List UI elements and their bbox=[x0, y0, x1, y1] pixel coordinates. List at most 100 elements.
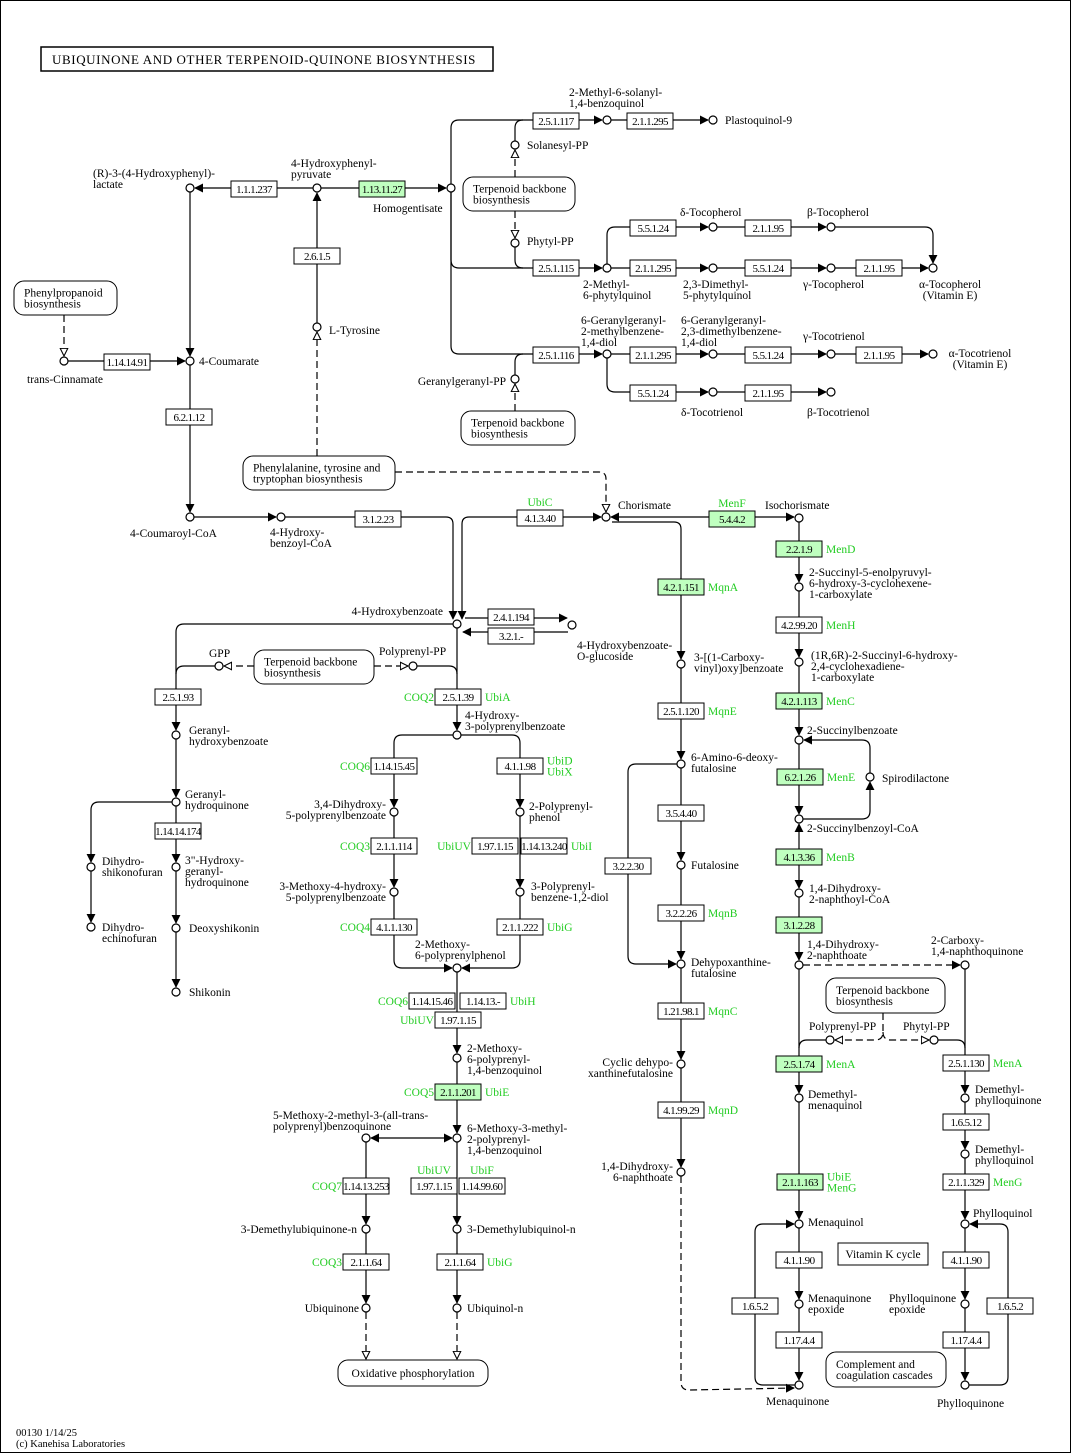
enzyme-1.14.99.60[interactable]: 1.14.99.60 UbiF bbox=[458, 1165, 506, 1195]
enzyme-box[interactable] bbox=[942, 1113, 990, 1131]
compound-cin[interactable]: trans-Cinnamate bbox=[27, 356, 103, 386]
enzyme-box[interactable] bbox=[657, 578, 705, 596]
enzyme-1.17.4.4[interactable]: 1.17.4.4 bbox=[775, 1331, 823, 1349]
enzyme-1.97.1.15[interactable]: 1.97.1.15 UbiUV bbox=[410, 1165, 458, 1195]
compound-mql[interactable]: Menaquinol bbox=[794, 1217, 864, 1229]
compound-node[interactable] bbox=[794, 1380, 804, 1390]
compound-node[interactable] bbox=[929, 1035, 939, 1045]
compound-dhna6[interactable]: 1,4-Dihydroxy-6-naphthoate bbox=[601, 1161, 686, 1184]
enzyme-box[interactable] bbox=[775, 692, 823, 710]
enzyme-4.1.3.36[interactable]: 4.1.3.36 MenB bbox=[775, 848, 855, 866]
enzyme-box[interactable] bbox=[775, 616, 823, 634]
enzyme-4.2.99.20[interactable]: 4.2.99.20 MenH bbox=[775, 616, 855, 634]
enzyme-1.14.15.46[interactable]: 1.14.15.46 COQ6 bbox=[378, 992, 456, 1010]
compound-node[interactable] bbox=[452, 963, 462, 973]
enzyme-1.6.5.2[interactable]: 1.6.5.2 bbox=[731, 1297, 779, 1315]
compound-dhsf[interactable]: Dihydro-shikonofuran bbox=[86, 856, 163, 879]
compound-aadf[interactable]: 6-Amino-6-deoxy-futalosine bbox=[676, 752, 778, 775]
compound-node[interactable] bbox=[708, 349, 718, 359]
enzyme-box[interactable] bbox=[434, 688, 482, 706]
enzyme-2.1.1.64[interactable]: 2.1.1.64 COQ3 bbox=[312, 1253, 390, 1271]
compound-ppp[interactable]: Polyprenyl-PP bbox=[379, 646, 446, 671]
enzyme-2.6.1.5[interactable]: 2.6.1.5 bbox=[293, 247, 341, 265]
compound-pq9[interactable]: Plastoquinol-9 bbox=[708, 115, 792, 127]
enzyme-5.5.1.24[interactable]: 5.5.1.24 bbox=[744, 346, 792, 364]
gene-label[interactable]: COQ4 bbox=[340, 922, 370, 934]
compound-dmuq[interactable]: 3-Demethylubiquinone-n bbox=[241, 1224, 371, 1236]
enzyme-2.4.1.194[interactable]: 2.4.1.194 bbox=[487, 608, 535, 626]
enzyme-box[interactable] bbox=[408, 992, 456, 1010]
compound-m6p[interactable]: 2-Methyl-6-phytylquinol bbox=[583, 263, 651, 302]
enzyme-4.1.99.29[interactable]: 4.1.99.29 MqnD bbox=[657, 1101, 738, 1119]
compound-cdhf[interactable]: Cyclic dehypo-xanthinefutalosine bbox=[588, 1057, 686, 1080]
enzyme-2.1.1.95[interactable]: 2.1.1.95 bbox=[744, 384, 792, 402]
compound-node[interactable] bbox=[446, 183, 456, 193]
compound-ggmb[interactable]: 6-Geranylgeranyl-2-methylbenzene-1,4-dio… bbox=[581, 315, 666, 359]
enzyme-2.1.1.295[interactable]: 2.1.1.295 bbox=[626, 112, 674, 130]
compound-cnq[interactable]: 2-Carboxy-1,4-naphthoquinone bbox=[931, 935, 1023, 970]
enzyme-4.1.1.90[interactable]: 4.1.1.90 bbox=[942, 1251, 990, 1269]
enzyme-2.5.1.117[interactable]: 2.5.1.117 bbox=[532, 112, 580, 130]
compound-shk[interactable]: Shikonin bbox=[171, 987, 231, 999]
compound-ppph[interactable]: 2-Polyprenyl-phenol bbox=[515, 801, 593, 824]
enzyme-box[interactable] bbox=[776, 768, 824, 786]
enzyme-box[interactable] bbox=[496, 757, 544, 775]
enzyme-1.17.4.4[interactable]: 1.17.4.4 bbox=[942, 1331, 990, 1349]
compound-node[interactable] bbox=[602, 115, 612, 125]
gene-label[interactable]: MenF bbox=[718, 498, 745, 510]
enzyme-box[interactable] bbox=[629, 384, 677, 402]
compound-chor[interactable]: Chorismate bbox=[601, 500, 671, 522]
enzyme-2.5.1.74[interactable]: 2.5.1.74 MenA bbox=[775, 1055, 856, 1073]
enzyme-2.1.1.295[interactable]: 2.1.1.295 bbox=[629, 346, 677, 364]
enzyme-box[interactable] bbox=[520, 837, 568, 855]
enzyme-box[interactable] bbox=[154, 688, 202, 706]
compound-dmul[interactable]: 3-Demethylubiquinol-n bbox=[452, 1224, 576, 1236]
enzyme-1.6.5.12[interactable]: 1.6.5.12 bbox=[942, 1113, 990, 1131]
enzyme-6.2.1.26[interactable]: 6.2.1.26 MenE bbox=[776, 768, 855, 786]
gene-label[interactable]: MenG bbox=[827, 1183, 856, 1195]
compound-coum[interactable]: 4-Coumarate bbox=[185, 356, 259, 368]
compound-node[interactable] bbox=[171, 987, 181, 997]
compound-node[interactable] bbox=[708, 115, 718, 125]
enzyme-box[interactable] bbox=[293, 247, 341, 265]
enzyme-box[interactable] bbox=[942, 1054, 990, 1072]
compound-node[interactable] bbox=[510, 140, 520, 150]
compound-node[interactable] bbox=[794, 888, 804, 898]
compound-dsk[interactable]: Deoxyshikonin bbox=[171, 923, 260, 935]
compound-node[interactable] bbox=[171, 730, 181, 740]
compound-node[interactable] bbox=[602, 349, 612, 359]
compound-node[interactable] bbox=[601, 512, 611, 522]
gene-label[interactable]: UbiUV bbox=[437, 841, 472, 853]
enzyme-box[interactable] bbox=[370, 837, 418, 855]
compound-node[interactable] bbox=[826, 263, 836, 273]
enzyme-box[interactable] bbox=[629, 346, 677, 364]
enzyme-1.6.5.2[interactable]: 1.6.5.2 bbox=[986, 1297, 1034, 1315]
compound-dmpq[interactable]: Demethyl-phylloquinone bbox=[960, 1084, 1041, 1107]
compound-node[interactable] bbox=[825, 1035, 835, 1045]
compound-node[interactable] bbox=[408, 661, 418, 671]
enzyme-1.14.14.174[interactable]: 1.14.14.174 bbox=[154, 822, 203, 840]
compound-node[interactable] bbox=[602, 263, 612, 273]
enzyme-2.1.1.295[interactable]: 2.1.1.295 bbox=[629, 259, 677, 277]
compound-node[interactable] bbox=[361, 1303, 371, 1313]
compound-dmp[interactable]: 2,3-Dimethyl-5-phytylquinol bbox=[683, 263, 751, 302]
enzyme-5.5.1.24[interactable]: 5.5.1.24 bbox=[744, 259, 792, 277]
compound-ggdmb[interactable]: 6-Geranylgeranyl-2,3-dimethylbenzene-1,4… bbox=[681, 315, 782, 359]
compound-btt[interactable]: β-Tocotrienol bbox=[807, 387, 870, 419]
gene-label[interactable]: COQ6 bbox=[340, 761, 370, 773]
enzyme-2.1.1.95[interactable]: 2.1.1.95 bbox=[744, 219, 792, 237]
enzyme-box[interactable] bbox=[532, 259, 580, 277]
compound-node[interactable] bbox=[960, 1380, 970, 1390]
enzyme-box[interactable] bbox=[434, 1011, 482, 1029]
compound-dhna[interactable]: 1,4-Dihydroxy-2-naphthoate bbox=[794, 939, 879, 970]
compound-ubq[interactable]: Ubiquinone bbox=[305, 1303, 371, 1315]
compound-node[interactable] bbox=[59, 356, 69, 366]
compound-dhef[interactable]: Dihydro-echinofuran bbox=[86, 922, 157, 945]
gene-label[interactable]: COQ3 bbox=[312, 1257, 342, 1269]
